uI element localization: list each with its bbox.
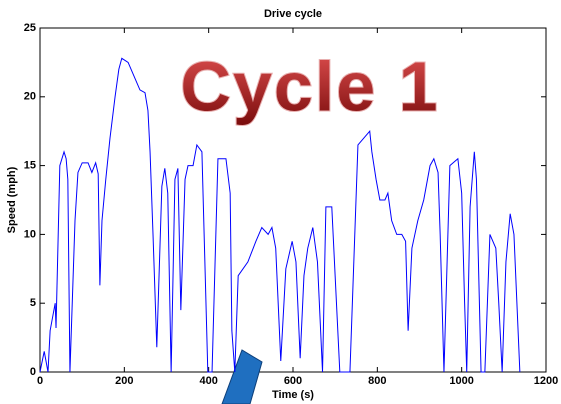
chart-title: Drive cycle bbox=[264, 8, 322, 20]
y-tick-label: 15 bbox=[24, 160, 36, 172]
x-tick-label: 800 bbox=[368, 375, 386, 387]
x-tick-label: 600 bbox=[284, 375, 302, 387]
x-tick-label: 1000 bbox=[449, 375, 473, 387]
y-axis-label: Speed (mph) bbox=[6, 166, 18, 233]
data-line bbox=[39, 57, 521, 373]
x-tick-label: 400 bbox=[199, 375, 217, 387]
x-tick-label: 1200 bbox=[534, 375, 558, 387]
x-tick-label: 200 bbox=[115, 375, 133, 387]
y-tick-label: 5 bbox=[30, 297, 36, 309]
x-tick-label: 0 bbox=[37, 375, 43, 387]
y-tick-label: 25 bbox=[24, 22, 36, 34]
y-tick-label: 0 bbox=[30, 366, 36, 378]
y-tick-label: 20 bbox=[24, 91, 36, 103]
y-tick-label: 10 bbox=[24, 228, 36, 240]
x-axis-label: Time (s) bbox=[272, 389, 314, 401]
annotation: Cycle 1 bbox=[180, 47, 439, 125]
